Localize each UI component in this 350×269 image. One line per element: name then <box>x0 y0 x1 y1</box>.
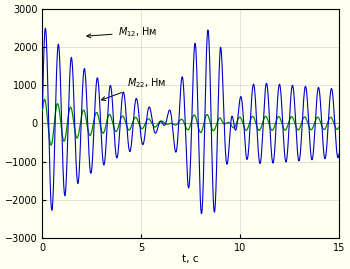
Text: $M_{12}$, Нм: $M_{12}$, Нм <box>87 26 157 40</box>
X-axis label: t, с: t, с <box>182 254 199 264</box>
Text: $M_{22}$, Нм: $M_{22}$, Нм <box>102 76 167 100</box>
